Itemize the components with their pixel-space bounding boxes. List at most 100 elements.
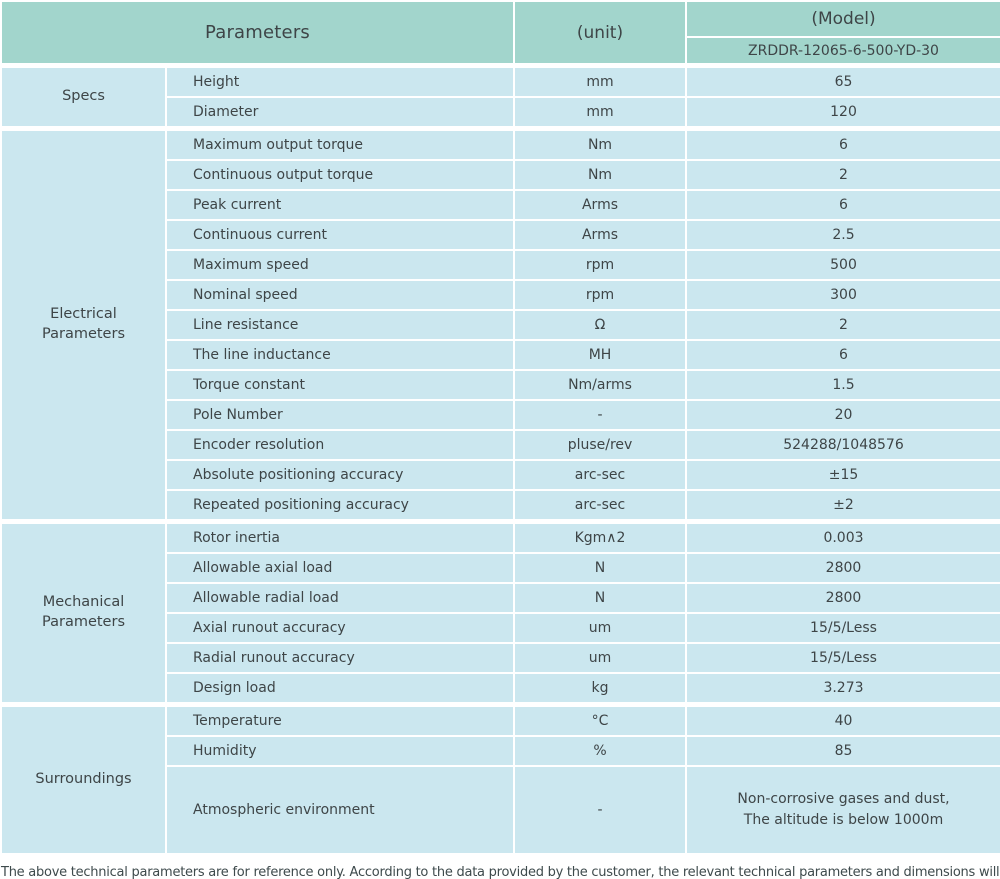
- model-value-cell: 3.273: [685, 672, 1000, 706]
- table-row: Peak current Arms 6: [1, 189, 1000, 221]
- unit-value: um: [513, 612, 687, 644]
- parameter-name: Radial runout accuracy: [165, 642, 515, 674]
- parameter-name: Axial runout accuracy: [165, 612, 515, 644]
- table-row: Allowable axial load N 2800: [1, 552, 1000, 584]
- model-value-cell: 2800: [685, 582, 1000, 614]
- unit-value: N: [513, 552, 687, 584]
- unit-value: kg: [513, 672, 687, 706]
- table-row: Encoder resolution pluse/rev 524288/104857…: [1, 429, 1000, 461]
- model-value-cell: Non-corrosive gases and dust, The altitu…: [685, 765, 1000, 855]
- parameter-name: Maximum output torque: [165, 126, 515, 161]
- table-row: Axial runout accuracy um 15/5/Less: [1, 612, 1000, 644]
- model-value-cell: 6: [685, 126, 1000, 161]
- unit-value: Arms: [513, 219, 687, 251]
- parameter-name: Encoder resolution: [165, 429, 515, 461]
- model-value-cell: 6: [685, 189, 1000, 221]
- table-row: Maximum speed rpm 500: [1, 249, 1000, 281]
- table-row: Atmospheric environment - Non-corrosive ga…: [1, 765, 1000, 855]
- unit-value: arc-sec: [513, 489, 687, 523]
- table-row: Absolute positioning accuracy arc-sec ±15: [1, 459, 1000, 491]
- model-value-cell: ±15: [685, 459, 1000, 491]
- parameter-name: Line resistance: [165, 309, 515, 341]
- model-value-cell: 2800: [685, 552, 1000, 584]
- unit-value: rpm: [513, 279, 687, 311]
- table-row: Continuous current Arms 2.5: [1, 219, 1000, 251]
- unit-value: -: [513, 765, 687, 855]
- column-header-unit: (unit): [513, 0, 687, 68]
- parameter-name: Continuous current: [165, 219, 515, 251]
- unit-value: -: [513, 399, 687, 431]
- model-value-cell: 2: [685, 159, 1000, 191]
- parameter-name: Atmospheric environment: [165, 765, 515, 855]
- parameter-name: Maximum speed: [165, 249, 515, 281]
- parameter-name: Humidity: [165, 735, 515, 767]
- model-value-cell: 120: [685, 96, 1000, 130]
- unit-value: arc-sec: [513, 459, 687, 491]
- table-row: Allowable radial load N 2800: [1, 582, 1000, 614]
- table-row: Humidity% 85: [1, 735, 1000, 767]
- unit-value: °C: [513, 702, 687, 737]
- unit-value: Arms: [513, 189, 687, 221]
- table-row: Continuous output torque Nm 2: [1, 159, 1000, 191]
- model-number: ZRDDR-12065-6-500-YD-30: [685, 36, 1000, 68]
- table-row: Mechanical Parameters Rotor inertia Kgm∧2 0…: [0, 519, 1000, 706]
- section-label: Electrical Parameters: [0, 126, 167, 523]
- parameter-name: Nominal speed: [165, 279, 515, 311]
- unit-value: Nm/arms: [513, 369, 687, 401]
- model-value-cell: 85: [685, 735, 1000, 767]
- parameter-name: Diameter: [165, 96, 515, 130]
- table-row: Electrical Parameters Maximum output torq…: [0, 126, 1000, 523]
- model-value-cell: 6: [685, 339, 1000, 371]
- unit-value: mm: [513, 63, 687, 98]
- column-header-parameters: Parameters: [0, 0, 515, 68]
- model-value-cell: 524288/1048576: [685, 429, 1000, 461]
- parameter-name: Design load: [165, 672, 515, 706]
- section-label: Specs: [0, 63, 167, 130]
- model-value-cell: 40: [685, 702, 1000, 737]
- parameter-name: Rotor inertia: [165, 519, 515, 554]
- unit-value: MH: [513, 339, 687, 371]
- table-row: Pole Number -20: [1, 399, 1000, 431]
- model-value-cell: 0.003: [685, 519, 1000, 554]
- parameter-name: Torque constant: [165, 369, 515, 401]
- parameter-name: Allowable radial load: [165, 582, 515, 614]
- unit-value: Nm: [513, 159, 687, 191]
- model-value-cell: 15/5/Less: [685, 642, 1000, 674]
- parameter-name: Allowable axial load: [165, 552, 515, 584]
- parameter-name: Peak current: [165, 189, 515, 221]
- section-label: Surroundings: [0, 702, 167, 855]
- unit-value: %: [513, 735, 687, 767]
- unit-value: rpm: [513, 249, 687, 281]
- unit-value: pluse/rev: [513, 429, 687, 461]
- table-body: Specs Height mm 65 Diameter mm 120 Electrical P…: [0, 63, 1000, 855]
- model-value-cell: 65: [685, 63, 1000, 98]
- model-value-cell: 2: [685, 309, 1000, 341]
- unit-value: um: [513, 642, 687, 674]
- model-value-cell: 2.5: [685, 219, 1000, 251]
- table-row: Line resistance Ω 2: [1, 309, 1000, 341]
- parameter-name: Temperature: [165, 702, 515, 737]
- unit-value: mm: [513, 96, 687, 130]
- parameter-name: Continuous output torque: [165, 159, 515, 191]
- unit-value: Ω: [513, 309, 687, 341]
- model-value-cell: 15/5/Less: [685, 612, 1000, 644]
- table-row: The line inductance MH 6: [1, 339, 1000, 371]
- column-header-model: (Model): [685, 0, 1000, 38]
- parameter-name: Pole Number: [165, 399, 515, 431]
- footnote: The above technical parameters are for r…: [1, 865, 1000, 879]
- parameter-name: Height: [165, 63, 515, 98]
- table-row: Nominal speed rpm 300: [1, 279, 1000, 311]
- model-value-cell: 300: [685, 279, 1000, 311]
- unit-value: N: [513, 582, 687, 614]
- table-header: Parameters (unit) (Model) ZRDDR-12065-6-…: [0, 0, 1000, 68]
- model-value-cell: 500: [685, 249, 1000, 281]
- table-row: Radial runout accuracy um 15/5/Less: [1, 642, 1000, 674]
- table-row: Torque constant Nm/arms 1.5: [1, 369, 1000, 401]
- table-row: Surroundings Temperature °C 40: [0, 702, 1000, 855]
- parameter-name: The line inductance: [165, 339, 515, 371]
- model-value-cell: ±2: [685, 489, 1000, 523]
- model-value-cell: 1.5: [685, 369, 1000, 401]
- table-row: Repeated positioning accuracy arc-sec ±2: [1, 489, 1000, 523]
- parameter-name: Repeated positioning accuracy: [165, 489, 515, 523]
